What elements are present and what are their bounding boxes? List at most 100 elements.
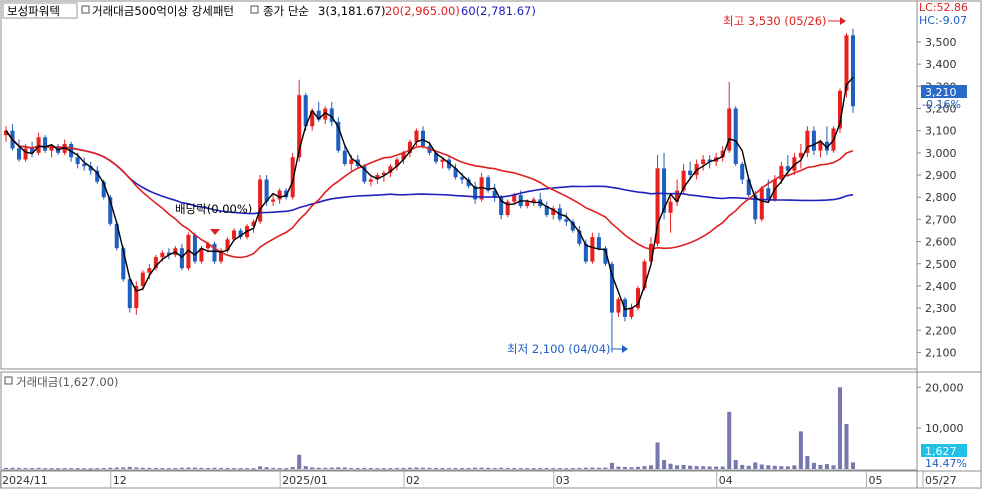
candle-body <box>596 237 601 249</box>
volume-bar <box>590 467 595 469</box>
volume-bar <box>544 468 549 470</box>
volume-bar <box>629 467 634 469</box>
volume-panel-frame <box>0 371 918 471</box>
date-tick-label: 2025/01 <box>282 474 328 487</box>
candle-body <box>36 137 41 153</box>
candle-body <box>531 199 536 202</box>
volume-bar <box>36 467 41 469</box>
candle-body <box>473 186 478 200</box>
candle-body <box>701 159 706 164</box>
volume-bar <box>3 467 9 469</box>
price-tick-label: 2,200 <box>925 324 957 337</box>
candle-body <box>297 95 302 158</box>
stock-name-box[interactable] <box>2 2 78 19</box>
volume-change: 14.47% <box>925 457 967 470</box>
volume-bar <box>114 467 119 469</box>
volume-bar <box>375 468 380 470</box>
date-tick-label: 2024/11 <box>2 474 48 487</box>
ma60-line <box>5 130 854 215</box>
volume-bar <box>564 468 569 470</box>
candle-body <box>629 308 634 317</box>
volume-bar <box>166 468 171 470</box>
volume-bar <box>453 468 458 470</box>
candle-body <box>525 201 530 207</box>
volume-bar <box>420 467 426 469</box>
volume-bar <box>668 463 673 469</box>
volume-bar <box>82 468 87 470</box>
high-annotation: 최고 3,530 (05/26) <box>723 14 827 28</box>
candle-body <box>284 190 289 198</box>
candle-body <box>49 146 54 151</box>
volume-bar <box>512 468 517 470</box>
candle-body <box>433 152 439 162</box>
volume-bar <box>173 468 178 470</box>
volume-bar <box>342 467 347 469</box>
low-arrow-head <box>622 345 628 353</box>
candle-body <box>577 230 582 244</box>
volume-bar <box>56 468 61 470</box>
candle-body <box>544 206 549 215</box>
volume-bar <box>805 455 810 469</box>
volume-bar <box>720 466 725 469</box>
volume-bar <box>662 460 667 469</box>
volume-bar <box>486 467 491 469</box>
condition-marker <box>81 5 90 14</box>
price-tick-label: 2,300 <box>925 302 957 315</box>
candle-body <box>414 130 419 142</box>
volume-bar <box>140 467 145 469</box>
candle-body <box>134 285 139 309</box>
current-price: 3,210 <box>925 86 957 99</box>
candle-body <box>753 195 758 220</box>
candle-body <box>499 197 504 215</box>
candle-body <box>3 130 9 136</box>
volume-bar <box>531 468 536 470</box>
candle-body <box>564 219 569 222</box>
volume-bar <box>388 468 393 470</box>
candle-body <box>212 243 217 262</box>
price-tick-label: 3,000 <box>925 147 957 160</box>
volume-bar <box>17 467 22 469</box>
candle-body <box>707 159 712 162</box>
candle-body <box>95 170 100 182</box>
volume-bar <box>95 468 100 470</box>
volume-bar <box>824 464 829 469</box>
volume-bar <box>447 468 452 470</box>
candle-body <box>401 152 406 160</box>
date-axis: 2024/11 12 2025/01 02 03 04 05 05/27 <box>0 471 957 488</box>
candle-body <box>837 90 842 129</box>
volume-bar <box>635 466 641 469</box>
price-tick-label: 2,400 <box>925 280 957 293</box>
candle-body <box>316 110 321 120</box>
volume-bar <box>271 467 276 469</box>
candle-body <box>82 163 87 167</box>
volume-bar <box>232 468 237 470</box>
candle-body <box>192 234 197 262</box>
ma3-line <box>5 76 854 311</box>
volume-bar <box>557 468 562 470</box>
ma60-label: 60(2,781.67) <box>461 4 536 18</box>
volume-bar <box>284 468 289 470</box>
price-tick-label: 3,500 <box>925 36 957 49</box>
volume-bar <box>622 466 627 469</box>
volume-bar <box>746 465 751 469</box>
volume-bar <box>199 467 204 469</box>
volume-bar <box>362 467 367 469</box>
volume-bar <box>433 467 439 469</box>
candlestick-series <box>3 28 856 353</box>
candle-body <box>329 108 334 122</box>
candle-body <box>733 108 738 164</box>
volume-bar <box>818 464 823 469</box>
date-tick-label: 12 <box>113 474 127 487</box>
candle-body <box>675 190 680 202</box>
volume-bar <box>238 468 243 470</box>
price-tick-label: 3,100 <box>925 125 957 138</box>
volume-bar <box>525 468 530 470</box>
volume-bar <box>30 468 35 470</box>
candle-body <box>114 223 119 249</box>
volume-bar <box>251 468 256 470</box>
volume-tick-label: 10,000 <box>925 422 964 435</box>
volume-bar <box>850 462 856 469</box>
candle-body <box>30 148 35 153</box>
candle-body <box>336 121 341 151</box>
